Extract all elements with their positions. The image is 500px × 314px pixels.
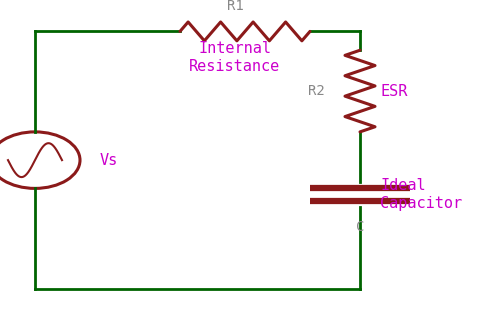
Text: C: C — [356, 220, 364, 234]
Text: Ideal
Capacitor: Ideal Capacitor — [380, 178, 462, 212]
Text: Internal
Resistance: Internal Resistance — [190, 41, 280, 74]
Text: ESR: ESR — [380, 84, 407, 99]
Text: Vs: Vs — [100, 153, 118, 168]
Text: R1: R1 — [226, 0, 244, 13]
Text: R2: R2 — [308, 84, 325, 98]
